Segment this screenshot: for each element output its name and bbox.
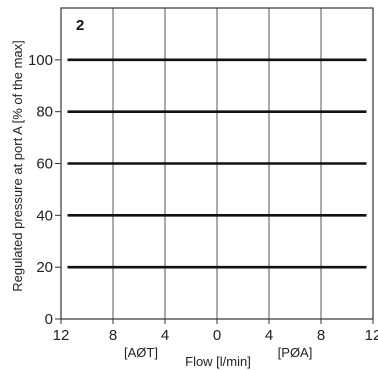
x-tick-label: 12 — [53, 327, 70, 344]
x-direction-label-left: [AØT] — [124, 345, 158, 360]
y-axis-title: Regulated pressure at port A [% of the m… — [10, 40, 25, 291]
y-tick-label: 0 — [45, 311, 53, 328]
y-tick-label: 80 — [36, 104, 53, 121]
x-tick-label: 12 — [365, 327, 378, 344]
x-tick-label: 4 — [161, 327, 169, 344]
panel-label: 2 — [76, 17, 84, 34]
x-direction-label-right: [PØA] — [278, 345, 313, 360]
y-tick-label: 40 — [36, 207, 53, 224]
x-tick-label: 8 — [109, 327, 117, 344]
x-tick-label: 0 — [213, 327, 221, 344]
y-tick-label: 100 — [28, 52, 53, 69]
y-tick-label: 20 — [36, 259, 53, 276]
x-tick-label: 4 — [265, 327, 273, 344]
series-layer — [67, 58, 367, 269]
x-axis-title: Flow [l/min] — [185, 354, 251, 369]
x-tick-label: 8 — [317, 327, 325, 344]
y-tick-label: 60 — [36, 156, 53, 173]
